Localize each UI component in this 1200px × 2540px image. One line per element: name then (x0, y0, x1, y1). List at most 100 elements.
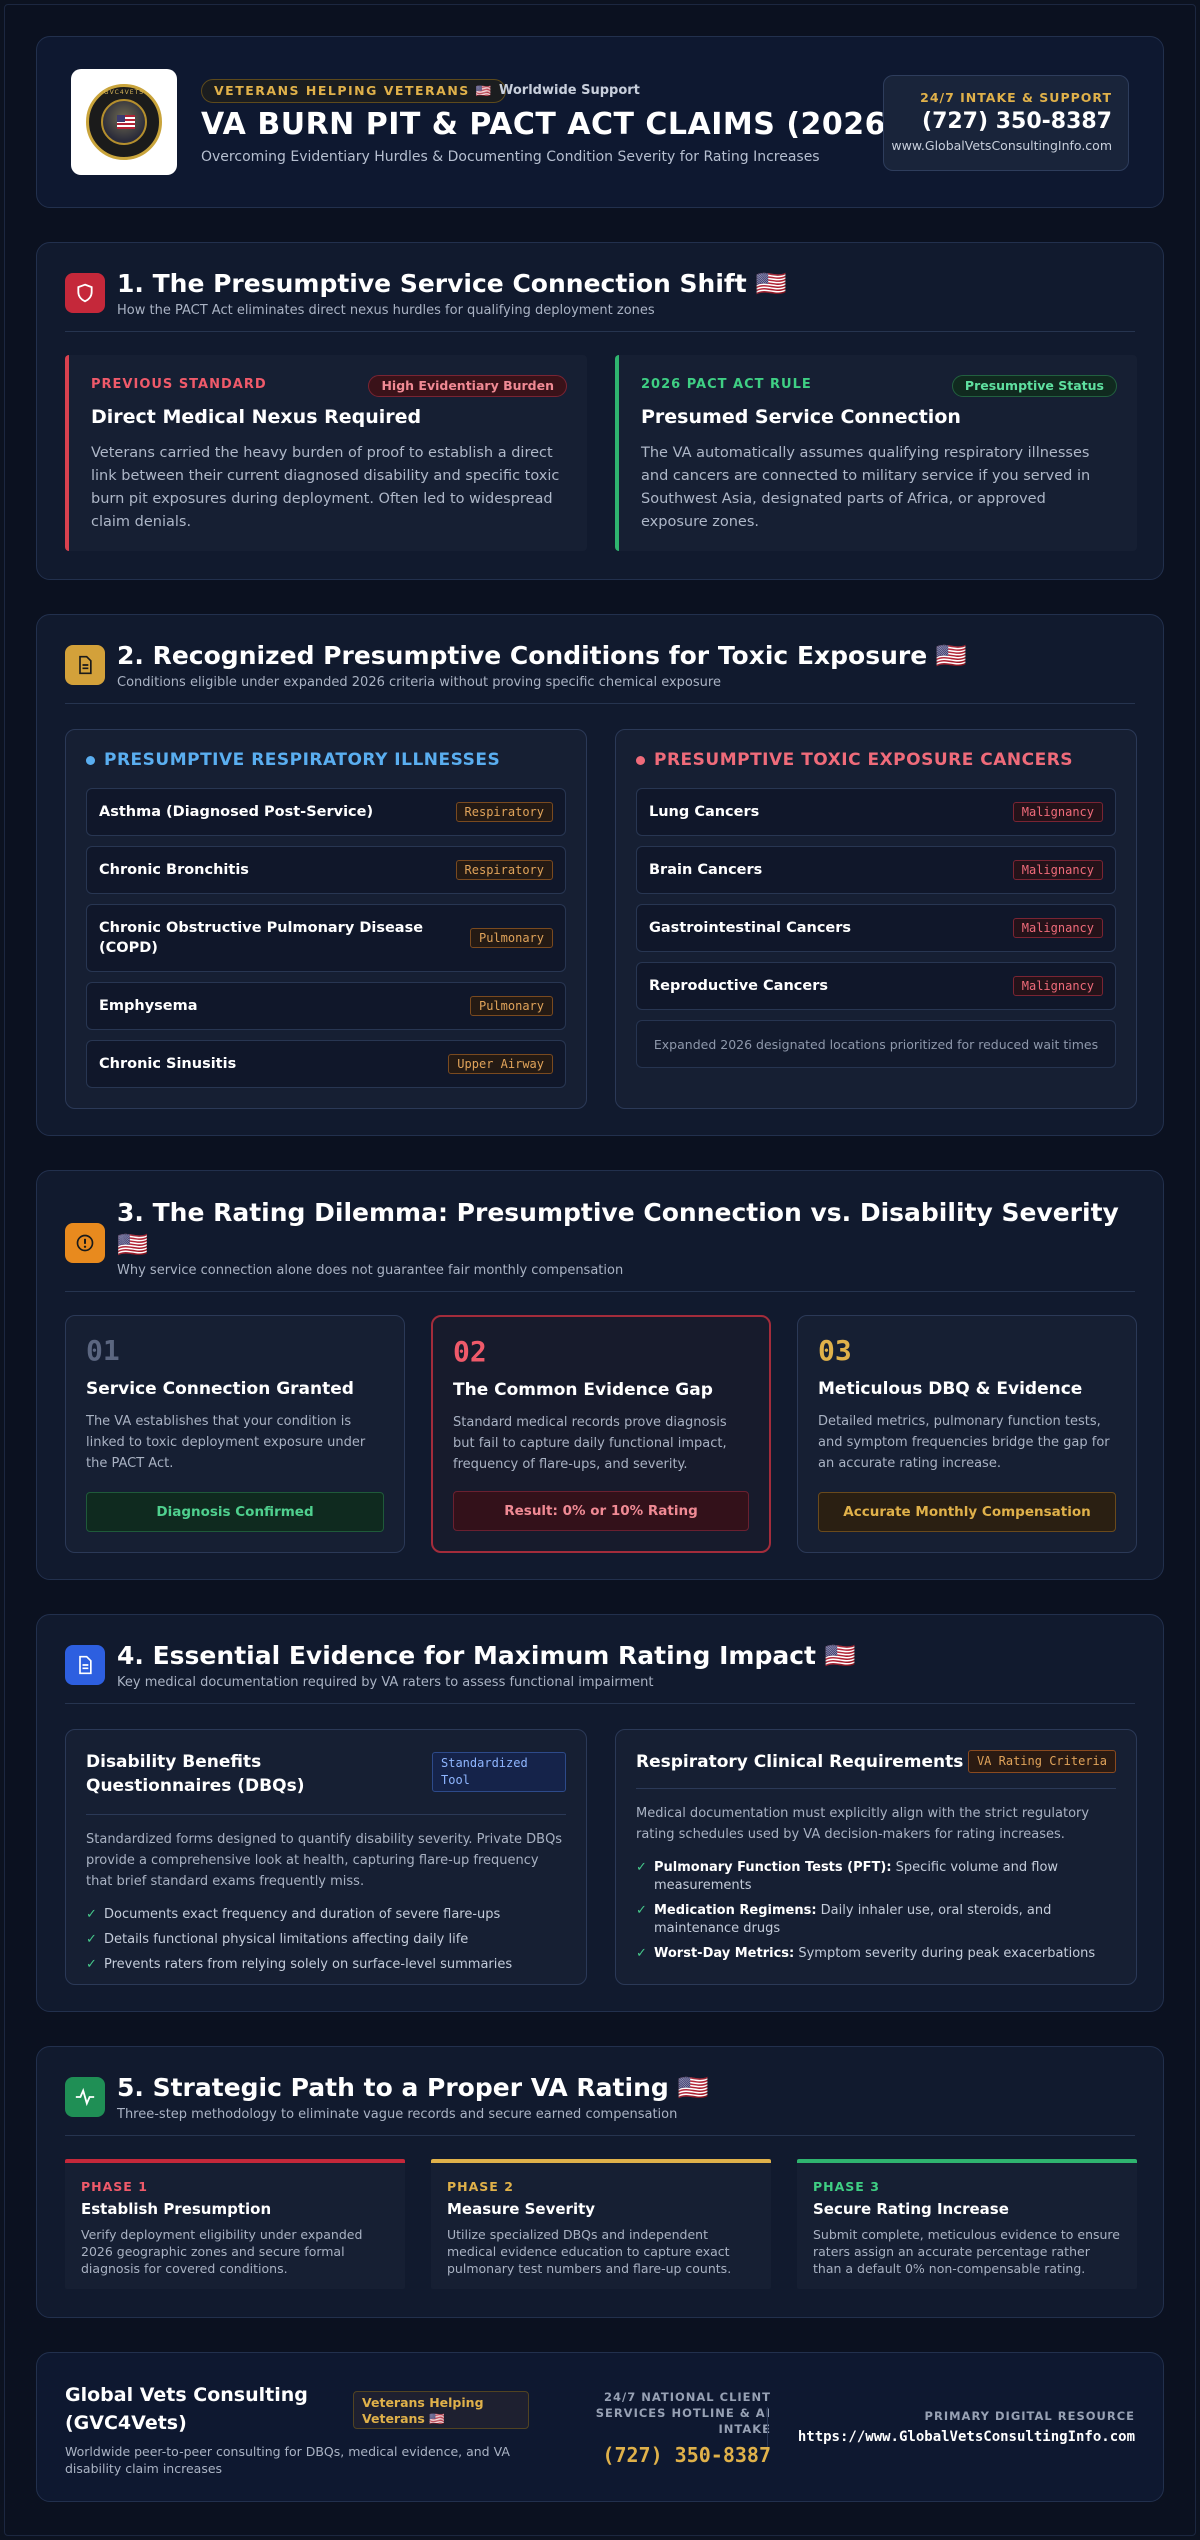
section-subtitle: How the PACT Act eliminates direct nexus… (117, 303, 655, 318)
list-item: Reproductive Cancers Malignancy (636, 962, 1116, 1010)
condition-tag: Respiratory (455, 860, 553, 880)
panel-heading: PRESUMPTIVE TOXIC EXPOSURE CANCERS (636, 750, 1116, 770)
condition-tag: Upper Airway (448, 1054, 553, 1074)
card-label: 2026 PACT ACT RULE (641, 377, 812, 392)
phase-label: PHASE 1 (81, 2179, 148, 2194)
card-title: Disability Benefits Questionnaires (DBQs… (86, 1752, 305, 1796)
card-title: Presumed Service Connection (641, 406, 961, 428)
step-card: 02 The Common Evidence Gap Standard medi… (431, 1315, 771, 1553)
phase-card: PHASE 3 Secure Rating Increase Submit co… (797, 2159, 1137, 2289)
seal-emblem-icon: GVC4VETS (86, 84, 162, 160)
condition-name: Lung Cancers (649, 804, 760, 820)
panel-heading-text: PRESUMPTIVE TOXIC EXPOSURE CANCERS (654, 750, 1074, 770)
hotline-label: 24/7 NATIONAL CLIENT SERVICES HOTLINE & … (595, 2390, 771, 2436)
company-description: Worldwide peer-to-peer consulting for DB… (65, 2444, 510, 2476)
intake-box: 24/7 INTAKE & SUPPORT (727) 350-8387 www… (883, 75, 1129, 171)
condition-tag: Respiratory (455, 802, 553, 822)
logo-text: GVC4VETS (103, 89, 145, 96)
intake-phone[interactable]: (727) 350-8387 (922, 109, 1112, 134)
step-result: Accurate Monthly Compensation (818, 1492, 1116, 1532)
page-header: GVC4VETS VETERANS HELPING VETERANS 🇺🇸 Wo… (36, 36, 1164, 208)
phase-title: Establish Presumption (81, 2200, 272, 2218)
hotline-block: 24/7 NATIONAL CLIENT SERVICES HOTLINE & … (557, 2389, 771, 2467)
list-item: ✓ Medication Regimens: Daily inhaler use,… (636, 1903, 1052, 1936)
card-title: Respiratory Clinical Requirements (636, 1752, 964, 1772)
criteria-pill: VA Rating Criteria (967, 1750, 1116, 1773)
phase-text: Submit complete, meticulous evidence to … (813, 2227, 1120, 2276)
section-title: 1. The Presumptive Service Connection Sh… (117, 269, 787, 298)
file-icon (65, 1645, 105, 1685)
check-icon: ✓ (86, 1907, 97, 1922)
section-title: 3. The Rating Dilemma: Presumptive Conne… (117, 1198, 1119, 1259)
page-subtitle: Overcoming Evidentiary Hurdles & Documen… (201, 149, 820, 165)
veterans-tag: Veterans Helping Veterans 🇺🇸 (353, 2391, 529, 2429)
intake-label: 24/7 INTAKE & SUPPORT (920, 90, 1112, 105)
condition-name: Brain Cancers (649, 862, 763, 878)
condition-name: Chronic Bronchitis (99, 862, 249, 878)
divider (65, 703, 1135, 704)
list-item: ✓ Prevents raters from relying solely on … (86, 1957, 513, 1972)
step-title: Service Connection Granted (86, 1379, 354, 1399)
step-card: 01 Service Connection Granted The VA est… (65, 1315, 405, 1553)
section-essential-evidence: 4. Essential Evidence for Maximum Rating… (36, 1614, 1164, 2012)
list-item: ✓ Worst-Day Metrics: Symptom severity dur… (636, 1946, 1096, 1961)
divider (65, 331, 1135, 332)
check-icon: ✓ (636, 1860, 647, 1875)
condition-tag: Malignancy (1012, 860, 1103, 880)
step-text: The VA establishes that your condition i… (86, 1414, 366, 1471)
bullet-dot-icon (86, 755, 95, 765)
alert-icon (65, 1223, 105, 1263)
intake-url[interactable]: www.GlobalVetsConsultingInfo.com (891, 138, 1112, 153)
step-card: 03 Meticulous DBQ & Evidence Detailed me… (797, 1315, 1137, 1553)
list-item: Chronic Obstructive Pulmonary Disease (C… (86, 904, 566, 972)
divider (65, 1703, 1135, 1704)
status-badge: High Evidentiary Burden (368, 375, 567, 397)
company-name: Global Vets Consulting (GVC4Vets) (65, 2384, 308, 2434)
section-subtitle: Conditions eligible under expanded 2026 … (117, 675, 721, 690)
document-icon (65, 645, 105, 685)
condition-tag: Pulmonary (469, 996, 553, 1016)
respiratory-panel: PRESUMPTIVE RESPIRATORY ILLNESSES Asthma… (65, 729, 587, 1109)
check-icon: ✓ (636, 1946, 647, 1961)
condition-name: Reproductive Cancers (649, 978, 828, 994)
dbq-card: Disability Benefits Questionnaires (DBQs… (65, 1729, 587, 1985)
worldwide-label: Worldwide Support (499, 83, 640, 98)
bullet-dot-icon (636, 755, 645, 765)
status-badge: Presumptive Status (951, 375, 1117, 397)
condition-name: Chronic Sinusitis (99, 1056, 237, 1072)
condition-tag: Malignancy (1012, 918, 1103, 938)
list-item: Chronic Bronchitis Respiratory (86, 846, 566, 894)
check-icon: ✓ (86, 1932, 97, 1947)
card-text: Veterans carried the heavy burden of pro… (91, 445, 560, 530)
condition-name: Emphysema (99, 998, 198, 1014)
divider (65, 1291, 1135, 1292)
card-text: The VA automatically assumes qualifying … (641, 445, 1091, 530)
condition-name: Chronic Obstructive Pulmonary Disease (C… (99, 920, 424, 956)
card-title: Direct Medical Nexus Required (91, 406, 422, 428)
page-footer: Global Vets Consulting (GVC4Vets) Vetera… (36, 2352, 1164, 2502)
shield-icon (65, 273, 105, 313)
section-strategic-path: 5. Strategic Path to a Proper VA Rating … (36, 2046, 1164, 2318)
tool-pill: Standardized Tool (432, 1752, 566, 1792)
hotline-phone[interactable]: (727) 350-8387 (602, 2443, 771, 2467)
logo: GVC4VETS (71, 69, 177, 175)
step-result: Result: 0% or 10% Rating (453, 1491, 749, 1531)
step-number: 02 (453, 1335, 487, 1368)
list-item: Asthma (Diagnosed Post-Service) Respirat… (86, 788, 566, 836)
condition-tag: Malignancy (1012, 802, 1103, 822)
list-item: ✓ Pulmonary Function Tests (PFT): Specifi… (636, 1860, 1059, 1893)
section-subtitle: Why service connection alone does not gu… (117, 1263, 624, 1278)
step-title: The Common Evidence Gap (453, 1380, 713, 1400)
condition-name: Asthma (Diagnosed Post-Service) (99, 804, 374, 820)
resource-block: PRIMARY DIGITAL RESOURCE https://www.Glo… (798, 2409, 1135, 2445)
list-item: ✓ Details functional physical limitations… (86, 1932, 469, 1947)
step-text: Detailed metrics, pulmonary function tes… (818, 1414, 1110, 1471)
previous-standard-card: PREVIOUS STANDARD High Evidentiary Burde… (65, 355, 587, 551)
list-item: Chronic Sinusitis Upper Airway (86, 1040, 566, 1088)
check-icon: ✓ (86, 1957, 97, 1972)
list-item: Brain Cancers Malignancy (636, 846, 1116, 894)
panel-heading: PRESUMPTIVE RESPIRATORY ILLNESSES (86, 750, 566, 770)
section-presumptive-conditions: 2. Recognized Presumptive Conditions for… (36, 614, 1164, 1136)
resource-url[interactable]: https://www.GlobalVetsConsultingInfo.com (797, 2429, 1135, 2445)
card-text: Medical documentation must explicitly al… (636, 1806, 1090, 1842)
